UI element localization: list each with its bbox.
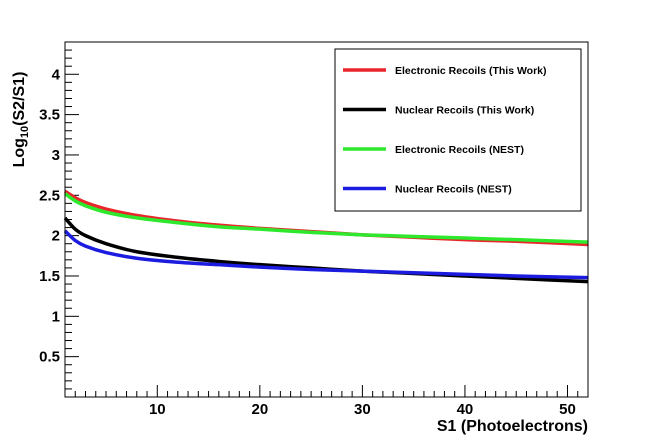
- series-er-nest: [63, 192, 589, 244]
- axis-ticks: [64, 41, 589, 397]
- y-tick-label: 4: [52, 66, 61, 83]
- x-tick-label: 20: [251, 401, 268, 418]
- x-tick-label: 10: [149, 401, 166, 418]
- y-tick-label: 2: [52, 228, 60, 245]
- x-tick-label: 40: [457, 401, 474, 418]
- legend: Electronic Recoils (This Work) Nuclear Re…: [334, 48, 582, 212]
- legend-item-er-this-work-label: Electronic Recoils (This Work): [395, 65, 547, 77]
- y-axis-label: Log10(S2/S1): [11, 72, 31, 168]
- plot-frame: [64, 41, 589, 398]
- series-nr-nest: [63, 229, 589, 280]
- x-axis-label: S1 (Photoelectrons): [437, 418, 588, 435]
- legend-box: [334, 48, 582, 212]
- y-axis-label-tail: (S2/S1): [11, 72, 28, 126]
- series-layer: [63, 189, 589, 284]
- legend-item-nr-this-work-label: Nuclear Recoils (This Work): [395, 105, 534, 117]
- y-axis-label-main: Log: [11, 138, 28, 167]
- y-tick-label: 0.5: [39, 349, 60, 366]
- y-tick-label: 3: [52, 147, 60, 164]
- legend-item-er-nest-label: Electronic Recoils (NEST): [395, 144, 524, 156]
- y-tick-label: 2.5: [39, 187, 60, 204]
- x-tick-label: 50: [559, 401, 576, 418]
- x-tick-label: 30: [354, 401, 371, 418]
- tick-labels: 10 20 30 40 50 0.5 1 1.5 2 2.5 3 3.5 4: [39, 66, 576, 418]
- y-axis-label-subscript: 10: [19, 126, 31, 138]
- y-tick-label: 1.5: [39, 268, 60, 285]
- legend-item-nr-nest-label: Nuclear Recoils (NEST): [395, 184, 512, 196]
- series-nr-this-work: [63, 216, 589, 284]
- y-tick-label: 3.5: [39, 107, 60, 124]
- y-tick-label: 1: [52, 308, 60, 325]
